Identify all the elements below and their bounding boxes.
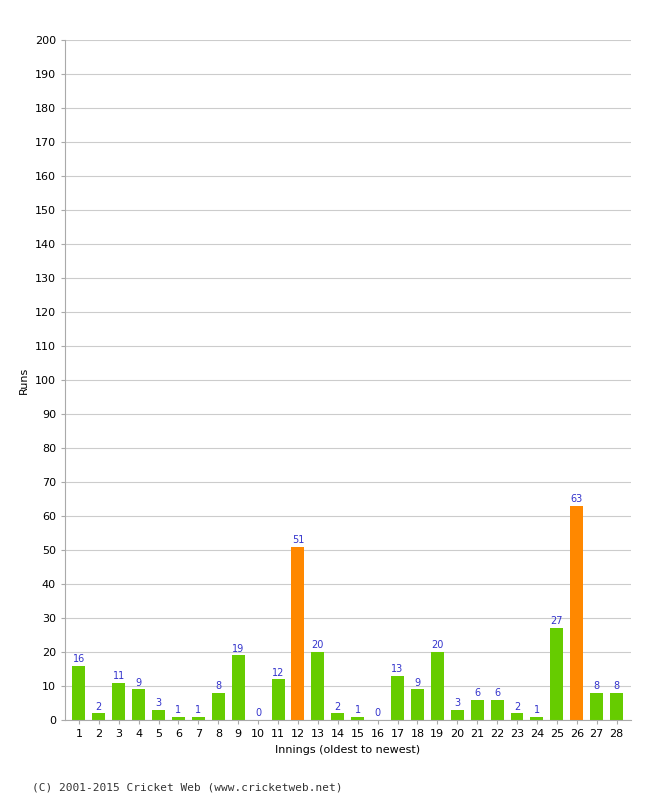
Bar [192, 717, 205, 720]
Text: 9: 9 [136, 678, 142, 688]
Bar [590, 693, 603, 720]
Bar [551, 628, 564, 720]
Text: 1: 1 [355, 705, 361, 715]
Text: 19: 19 [232, 644, 244, 654]
Bar [570, 506, 583, 720]
Bar [172, 717, 185, 720]
Bar [471, 699, 484, 720]
Bar [530, 717, 543, 720]
Text: 20: 20 [431, 640, 443, 650]
Text: 11: 11 [112, 671, 125, 681]
Text: 8: 8 [593, 681, 600, 691]
Text: 9: 9 [415, 678, 421, 688]
Bar [291, 546, 304, 720]
Text: 0: 0 [374, 708, 381, 718]
Bar [212, 693, 225, 720]
Text: 12: 12 [272, 667, 284, 678]
Text: 1: 1 [176, 705, 181, 715]
Bar [152, 710, 165, 720]
Bar [451, 710, 463, 720]
Text: 2: 2 [514, 702, 520, 711]
Bar [610, 693, 623, 720]
Bar [311, 652, 324, 720]
Bar [132, 690, 145, 720]
Bar [491, 699, 504, 720]
Bar [391, 676, 404, 720]
Text: 63: 63 [571, 494, 583, 504]
Text: 20: 20 [312, 640, 324, 650]
Text: 2: 2 [96, 702, 102, 711]
Text: 3: 3 [155, 698, 162, 708]
Text: 0: 0 [255, 708, 261, 718]
Bar [272, 679, 285, 720]
Bar [332, 714, 344, 720]
Bar [351, 717, 364, 720]
Text: 1: 1 [534, 705, 540, 715]
Text: 1: 1 [196, 705, 202, 715]
Text: 2: 2 [335, 702, 341, 711]
Bar [112, 682, 125, 720]
Text: 27: 27 [551, 617, 563, 626]
Bar [431, 652, 444, 720]
Text: 3: 3 [454, 698, 460, 708]
Text: 8: 8 [215, 681, 222, 691]
Text: 6: 6 [474, 688, 480, 698]
Text: 6: 6 [494, 688, 500, 698]
Bar [92, 714, 105, 720]
Text: 8: 8 [614, 681, 619, 691]
Bar [232, 655, 244, 720]
Text: 13: 13 [391, 664, 404, 674]
Text: 16: 16 [73, 654, 85, 664]
Bar [411, 690, 424, 720]
X-axis label: Innings (oldest to newest): Innings (oldest to newest) [275, 745, 421, 754]
Y-axis label: Runs: Runs [20, 366, 29, 394]
Text: 51: 51 [292, 535, 304, 545]
Bar [72, 666, 85, 720]
Text: (C) 2001-2015 Cricket Web (www.cricketweb.net): (C) 2001-2015 Cricket Web (www.cricketwe… [32, 782, 343, 792]
Bar [510, 714, 523, 720]
